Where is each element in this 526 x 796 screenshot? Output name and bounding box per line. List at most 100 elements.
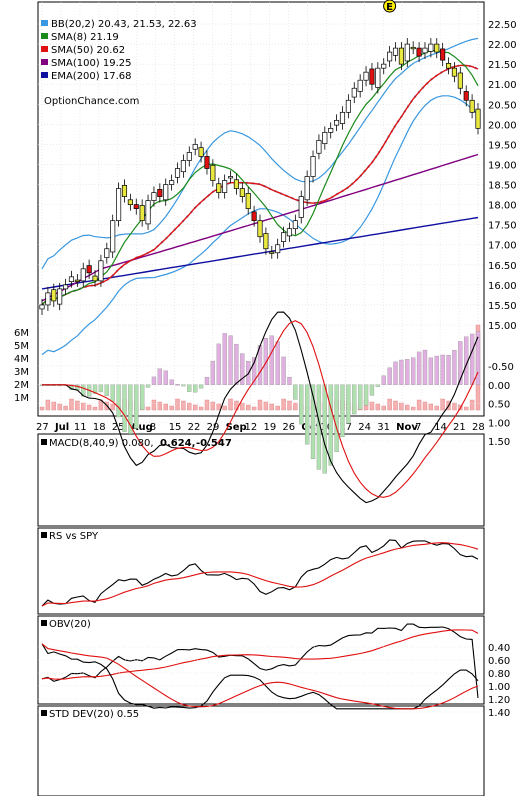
volume-tick-label: 4M bbox=[14, 354, 29, 365]
candle-body bbox=[68, 276, 75, 283]
std-tick-label: 0.60 bbox=[488, 656, 510, 667]
macd-histogram-bar bbox=[193, 384, 198, 393]
x-tick-label: 11 bbox=[74, 422, 87, 433]
candle-body bbox=[440, 48, 446, 61]
volume-bar bbox=[257, 399, 263, 411]
candle-body bbox=[328, 128, 334, 133]
macd-histogram-bar bbox=[169, 379, 174, 385]
macd-histogram-bar bbox=[340, 384, 345, 437]
volume-bar bbox=[157, 401, 163, 411]
volume-bar bbox=[287, 400, 292, 411]
macd-histogram-bar bbox=[434, 355, 439, 385]
legend-label: SMA(50) 20.62 bbox=[51, 45, 125, 56]
macd-histogram-bar bbox=[299, 384, 304, 425]
macd-tick-label: 0.50 bbox=[488, 400, 510, 411]
x-tick-label: 29 bbox=[207, 422, 220, 433]
obv-legend-swatch bbox=[41, 620, 47, 626]
macd-panel: 1.50 1.00 0.50 0.00 -0.50 MACD(8,40,9) 0.080,… bbox=[37, 311, 514, 527]
volume-bar bbox=[222, 405, 227, 411]
macd-frame bbox=[37, 433, 485, 527]
candle-body bbox=[74, 279, 80, 282]
volume-bar bbox=[440, 398, 445, 411]
macd-histogram-bar bbox=[240, 353, 245, 385]
price-tick-label: 16.00 bbox=[488, 281, 517, 292]
volume-bar bbox=[369, 401, 375, 411]
candle-body bbox=[174, 168, 181, 178]
volume-bar bbox=[192, 404, 198, 411]
volume-bar bbox=[57, 403, 62, 411]
macd-histogram-bar bbox=[422, 349, 428, 385]
candle-body bbox=[245, 193, 251, 209]
std-label: STD DEV(20) 0.55 bbox=[49, 709, 139, 720]
price-tick-label: 22.50 bbox=[488, 20, 517, 31]
candle-body bbox=[104, 248, 110, 258]
macd-histogram-bar bbox=[287, 376, 292, 385]
legend-label: EMA(200) 17.68 bbox=[51, 71, 131, 82]
candle-body bbox=[434, 43, 440, 53]
macd-histogram-bar bbox=[163, 370, 168, 385]
price-tick-label: 15.00 bbox=[488, 321, 517, 332]
ema200-line bbox=[41, 216, 479, 290]
macd-histogram-bar bbox=[363, 384, 369, 406]
macd-histogram-bar bbox=[416, 351, 422, 385]
candle-body bbox=[198, 147, 204, 157]
macd-histogram-bar bbox=[304, 384, 310, 445]
volume-bar bbox=[39, 406, 45, 411]
macd-histogram-bar bbox=[440, 354, 445, 385]
macd-histogram-bar bbox=[393, 361, 398, 385]
macd-label: MACD(8,40,9) 0.080, bbox=[49, 438, 154, 449]
obv-label: OBV(20) bbox=[49, 619, 91, 630]
candle-body bbox=[410, 46, 416, 50]
price-tick-label: 19.50 bbox=[488, 140, 517, 151]
macd-histogram-bar bbox=[334, 384, 339, 452]
volume-bar bbox=[198, 406, 204, 411]
macd-line bbox=[42, 311, 479, 504]
macd-value-1: 0.624, bbox=[160, 438, 195, 449]
x-tick-label: 21 bbox=[453, 422, 466, 433]
macd-histogram-bar bbox=[128, 384, 133, 434]
macd-histogram-bar bbox=[358, 384, 363, 410]
obv-line bbox=[41, 623, 479, 699]
macd-signal-line bbox=[42, 320, 479, 498]
std-tick-label: 1.00 bbox=[488, 682, 510, 693]
macd-histogram-bar bbox=[216, 343, 221, 385]
candle-body bbox=[169, 180, 175, 185]
volume-bar bbox=[210, 401, 216, 411]
candle-body bbox=[263, 233, 269, 250]
candle-body bbox=[286, 228, 293, 237]
volume-bar bbox=[387, 398, 392, 411]
price-tick-label: 17.50 bbox=[488, 221, 517, 232]
candle-body bbox=[157, 189, 163, 197]
price-tick-label: 16.50 bbox=[488, 261, 517, 272]
macd-histogram-bar bbox=[181, 384, 186, 387]
candle-body bbox=[298, 196, 304, 218]
macd-histogram-bar bbox=[293, 384, 298, 400]
candle-body bbox=[222, 180, 228, 193]
volume-bar bbox=[81, 402, 86, 411]
macd-histogram-bar bbox=[375, 384, 380, 387]
price-tick-label: 21.00 bbox=[488, 80, 517, 91]
bb-lower-line bbox=[41, 95, 479, 356]
price-tick-label: 20.00 bbox=[488, 120, 517, 131]
macd-histogram-bar bbox=[275, 341, 280, 385]
candle-body bbox=[334, 119, 340, 126]
candle-body bbox=[310, 156, 316, 177]
x-tick-label: 19 bbox=[263, 422, 276, 433]
candle-body bbox=[80, 268, 86, 282]
volume-bar bbox=[269, 403, 274, 411]
candle-body bbox=[139, 205, 145, 222]
candle-body bbox=[204, 156, 210, 169]
x-tick-label: 17 bbox=[339, 422, 352, 433]
candle-body bbox=[369, 68, 375, 85]
candle-body bbox=[233, 179, 239, 189]
candle-body bbox=[381, 63, 387, 69]
macd-histogram-bar bbox=[458, 341, 463, 385]
volume-bar bbox=[110, 403, 115, 411]
candle-body bbox=[345, 99, 351, 113]
volume-bar bbox=[464, 406, 469, 411]
macd-histogram-bar bbox=[234, 343, 239, 385]
volume-bar bbox=[204, 399, 210, 411]
x-tick-label: Sep bbox=[226, 422, 247, 433]
legend-swatch bbox=[41, 33, 48, 39]
volume-bar bbox=[240, 402, 245, 411]
